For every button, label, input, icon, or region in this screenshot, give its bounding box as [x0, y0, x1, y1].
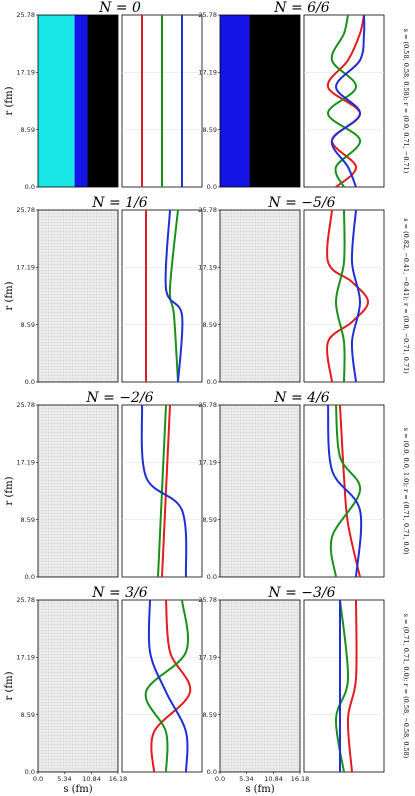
y-tick-label: 17.19 [16, 459, 35, 467]
x-tick-label: 5.34 [239, 775, 253, 783]
x-axis-label: s (fm) [63, 784, 92, 795]
sr-map-panel [37, 599, 119, 773]
y-tick-label: 25.78 [198, 401, 217, 409]
y-tick-label: 0.0 [207, 378, 217, 386]
y-tick-label: 8.59 [203, 711, 217, 719]
curve-panel [303, 209, 385, 383]
curve-blue [327, 404, 363, 578]
y-tick-label: 25.78 [198, 11, 217, 19]
curve-panel [303, 599, 385, 773]
x-axis-label: s (fm) [245, 784, 274, 795]
region-black [87, 15, 118, 187]
sr-map-panel [37, 14, 119, 188]
y-tick-label: 8.59 [203, 321, 217, 329]
region-blue [220, 15, 258, 187]
y-tick-label: 0.0 [25, 573, 35, 581]
curve-blue [140, 404, 188, 578]
x-tick-label: 10.84 [264, 775, 283, 783]
panel-title: N = 0 [98, 0, 141, 16]
y-tick-label: 8.59 [203, 126, 217, 134]
y-tick-label: 0.0 [207, 183, 217, 191]
curve-blue [330, 14, 366, 188]
y-tick-label: 17.19 [198, 69, 217, 77]
curve-green [157, 404, 167, 578]
curve-panel [303, 404, 385, 578]
curve-red [161, 404, 171, 578]
panel-title: N = 4/6 [273, 390, 330, 406]
panel-title: N = −3/6 [267, 585, 335, 601]
curve-panel [121, 404, 203, 578]
y-tick-label: 0.0 [25, 768, 35, 776]
panel-title: N = 3/6 [91, 585, 148, 601]
y-tick-label: 17.19 [16, 69, 35, 77]
row-label: s = (0.0, 0.0, 1.0); r = (0.71, 0.71, 0.… [402, 428, 410, 555]
region-black [249, 15, 300, 187]
curve-panel [303, 14, 385, 188]
x-tick-label: 5.34 [57, 775, 71, 783]
y-tick-label: 25.78 [16, 11, 35, 19]
y-tick-label: 8.59 [21, 126, 35, 134]
y-tick-label: 17.19 [16, 264, 35, 272]
region-cyan [38, 15, 75, 187]
y-axis-label: r (fm) [4, 671, 15, 700]
sr-map-panel [219, 209, 301, 383]
y-tick-label: 0.0 [25, 378, 35, 386]
curve-panel [121, 14, 203, 188]
curve-green [329, 404, 362, 578]
y-axis-label: r (fm) [4, 476, 15, 505]
curve-red [326, 209, 370, 383]
y-tick-label: 8.59 [203, 516, 217, 524]
panel-title: N = 6/6 [273, 0, 330, 16]
x-tick-label: 0.0 [33, 775, 43, 783]
y-tick-label: 25.78 [16, 401, 35, 409]
y-tick-label: 8.59 [21, 711, 35, 719]
sr-map-panel [219, 404, 301, 578]
y-tick-label: 17.19 [16, 654, 35, 662]
y-tick-label: 25.78 [16, 596, 35, 604]
curve-green [144, 599, 189, 773]
panel-title: N = −5/6 [267, 195, 335, 211]
y-tick-label: 8.59 [21, 321, 35, 329]
panel-title: N = −2/6 [85, 390, 153, 406]
y-tick-label: 8.59 [21, 516, 35, 524]
y-tick-label: 0.0 [207, 768, 217, 776]
panel-title: N = 1/6 [91, 195, 148, 211]
y-axis-label: r (fm) [4, 86, 15, 115]
y-axis-label: r (fm) [4, 281, 15, 310]
sr-map-panel [219, 14, 301, 188]
x-tick-label: 16.18 [291, 775, 310, 783]
y-tick-label: 25.78 [198, 206, 217, 214]
row-label: s = (0.82, −0.41, −0.41); r = (0.0, −0.7… [402, 218, 410, 374]
curve-blue [164, 209, 184, 383]
region-blue [74, 15, 88, 187]
curve-blue [350, 209, 362, 383]
sr-map-panel [37, 404, 119, 578]
x-tick-label: 0.0 [215, 775, 225, 783]
y-tick-label: 25.78 [16, 206, 35, 214]
curve-panel [121, 599, 203, 773]
curve-green [168, 209, 179, 383]
curve-panel [121, 209, 203, 383]
sr-map-panel [219, 599, 301, 773]
curve-red [326, 14, 365, 188]
curve-red [150, 599, 192, 773]
curve-green [327, 14, 361, 188]
y-tick-label: 17.19 [198, 459, 217, 467]
curve-green [334, 209, 346, 383]
curve-blue [147, 599, 189, 773]
x-tick-label: 10.84 [82, 775, 101, 783]
curve-red [339, 404, 361, 578]
curve-red [346, 599, 358, 773]
sr-map-panel [37, 209, 119, 383]
y-tick-label: 0.0 [25, 183, 35, 191]
row-label: s = (0.71, 0.71, 0.0); r = (0.58, −0.58,… [402, 614, 410, 759]
x-tick-label: 16.18 [109, 775, 128, 783]
y-tick-label: 17.19 [198, 264, 217, 272]
y-tick-label: 25.78 [198, 596, 217, 604]
row-label: s = (0.58, 0.58, 0.58); r = (0.0, 0.71, … [402, 29, 410, 174]
y-tick-label: 0.0 [207, 573, 217, 581]
y-tick-label: 17.19 [198, 654, 217, 662]
